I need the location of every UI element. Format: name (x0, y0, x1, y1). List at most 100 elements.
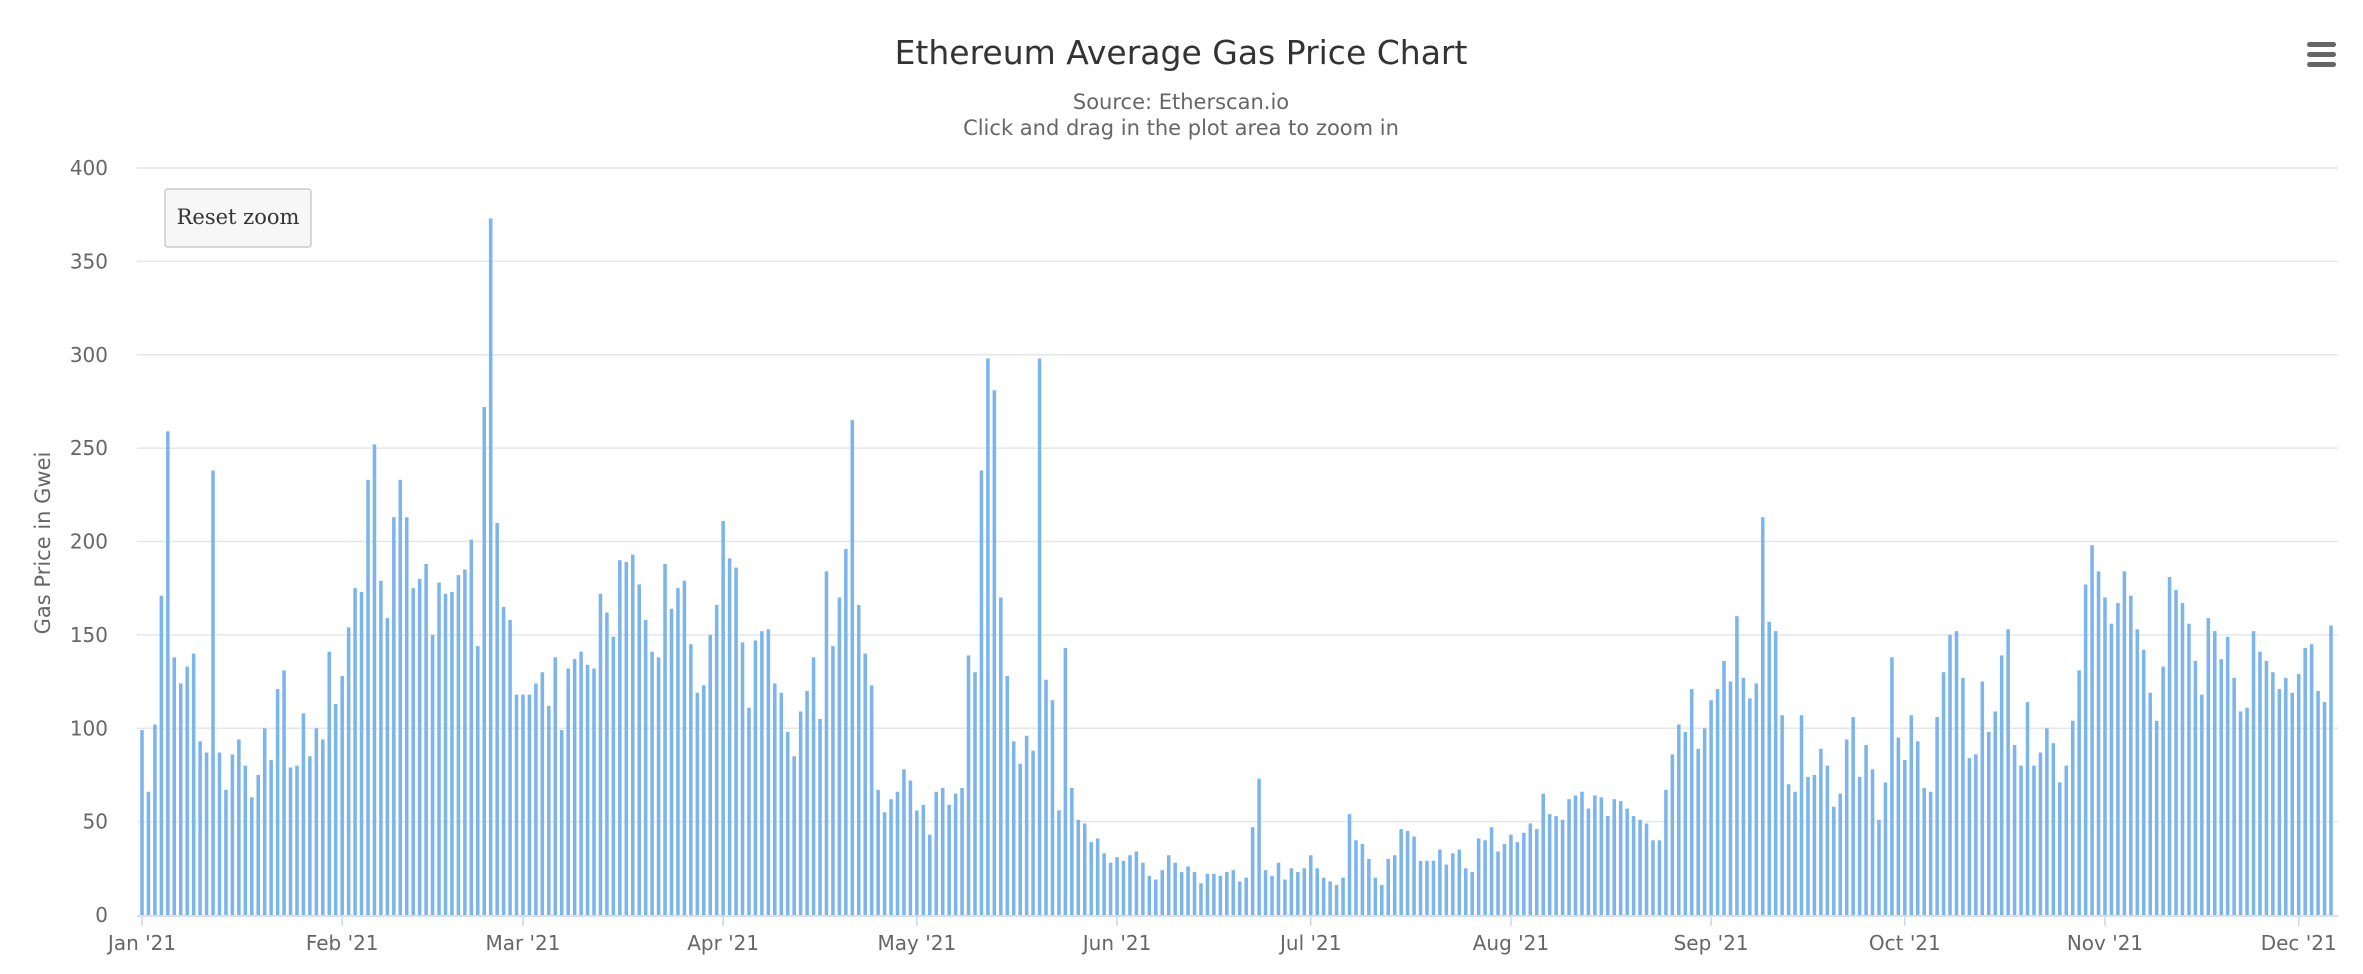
bar[interactable] (1748, 698, 1752, 915)
bar[interactable] (844, 548, 848, 915)
bar[interactable] (1334, 885, 1339, 915)
bar[interactable] (1819, 748, 1823, 915)
bar[interactable] (2264, 661, 2269, 915)
bar[interactable] (2038, 752, 2043, 915)
bar[interactable] (553, 657, 558, 915)
bar[interactable] (637, 584, 641, 915)
bar[interactable] (1974, 754, 1978, 915)
bar[interactable] (566, 668, 570, 915)
bar[interactable] (1702, 728, 1707, 915)
bar[interactable] (1070, 788, 1074, 915)
bar[interactable] (2109, 623, 2114, 915)
bar[interactable] (1799, 715, 1804, 915)
bar[interactable] (1664, 789, 1668, 915)
bar[interactable] (1489, 827, 1494, 915)
bar[interactable] (275, 689, 280, 915)
bar[interactable] (1289, 868, 1294, 915)
bar[interactable] (521, 694, 525, 915)
bar[interactable] (1567, 799, 1571, 915)
bar[interactable] (1438, 849, 1442, 915)
bar[interactable] (773, 683, 777, 915)
bar[interactable] (1044, 679, 1048, 915)
bar[interactable] (2174, 590, 2178, 915)
bar[interactable] (663, 563, 667, 915)
bar[interactable] (1560, 819, 1565, 915)
bar[interactable] (1773, 631, 1778, 915)
bar[interactable] (740, 642, 745, 915)
bar[interactable] (185, 666, 189, 915)
bar[interactable] (1806, 776, 1810, 915)
bar[interactable] (1476, 838, 1481, 915)
bar[interactable] (2070, 720, 2075, 915)
bar[interactable] (630, 554, 635, 915)
bar[interactable] (1257, 778, 1261, 915)
bar[interactable] (889, 799, 893, 915)
bar[interactable] (2167, 576, 2172, 915)
bar[interactable] (540, 672, 545, 915)
bar[interactable] (585, 664, 590, 915)
bar[interactable] (2122, 571, 2127, 915)
bar[interactable] (2245, 707, 2249, 915)
bar[interactable] (1011, 741, 1016, 915)
bar[interactable] (1599, 797, 1604, 915)
bar[interactable] (1825, 765, 1830, 915)
bar[interactable] (1883, 782, 1888, 915)
bar[interactable] (1877, 819, 1881, 915)
bar[interactable] (1754, 683, 1759, 915)
bar[interactable] (1502, 844, 1507, 915)
bar[interactable] (1373, 877, 1378, 915)
bar[interactable] (2225, 636, 2230, 915)
bar[interactable] (295, 765, 299, 915)
bar[interactable] (1644, 823, 1649, 915)
bar[interactable] (1638, 819, 1642, 915)
bar[interactable] (960, 788, 964, 915)
bar[interactable] (1089, 842, 1093, 915)
bar[interactable] (1244, 877, 1248, 915)
bar[interactable] (1890, 657, 1894, 915)
bar[interactable] (986, 358, 990, 915)
bar[interactable] (1606, 816, 1610, 915)
bar[interactable] (243, 765, 248, 915)
bar[interactable] (2206, 618, 2211, 915)
bar[interactable] (443, 593, 448, 915)
bar[interactable] (1102, 853, 1106, 915)
bar[interactable] (166, 431, 170, 915)
bar[interactable] (1986, 731, 1991, 915)
bar[interactable] (1618, 801, 1623, 915)
bar[interactable] (953, 793, 958, 915)
bar[interactable] (1677, 724, 1681, 915)
bar[interactable] (2258, 651, 2262, 915)
bar[interactable] (1735, 616, 1739, 915)
bar[interactable] (598, 593, 603, 915)
bar[interactable] (1237, 881, 1242, 915)
bar[interactable] (1483, 840, 1487, 915)
bar[interactable] (2238, 711, 2243, 915)
bar[interactable] (895, 791, 900, 915)
bar[interactable] (1115, 857, 1119, 915)
bar[interactable] (417, 578, 422, 915)
bar[interactable] (2329, 625, 2333, 915)
bar[interactable] (256, 774, 260, 915)
bar[interactable] (1192, 872, 1197, 915)
bar[interactable] (811, 657, 816, 915)
bar[interactable] (1741, 677, 1746, 915)
bar[interactable] (172, 657, 177, 915)
bar[interactable] (837, 597, 842, 915)
bar[interactable] (1179, 872, 1184, 915)
bar[interactable] (469, 539, 474, 915)
bar[interactable] (1160, 870, 1165, 915)
bar[interactable] (669, 608, 674, 915)
bar[interactable] (2200, 694, 2204, 915)
bar[interactable] (1709, 700, 1713, 915)
bar[interactable] (398, 479, 403, 915)
hamburger-menu-icon[interactable] (2307, 42, 2336, 67)
bar[interactable] (579, 651, 583, 915)
bar[interactable] (747, 707, 751, 915)
bar[interactable] (450, 591, 454, 915)
bar[interactable] (1283, 879, 1287, 915)
bar[interactable] (2032, 765, 2036, 915)
bar[interactable] (1593, 795, 1597, 915)
bar[interactable] (979, 470, 984, 915)
bar[interactable] (1844, 739, 1849, 915)
